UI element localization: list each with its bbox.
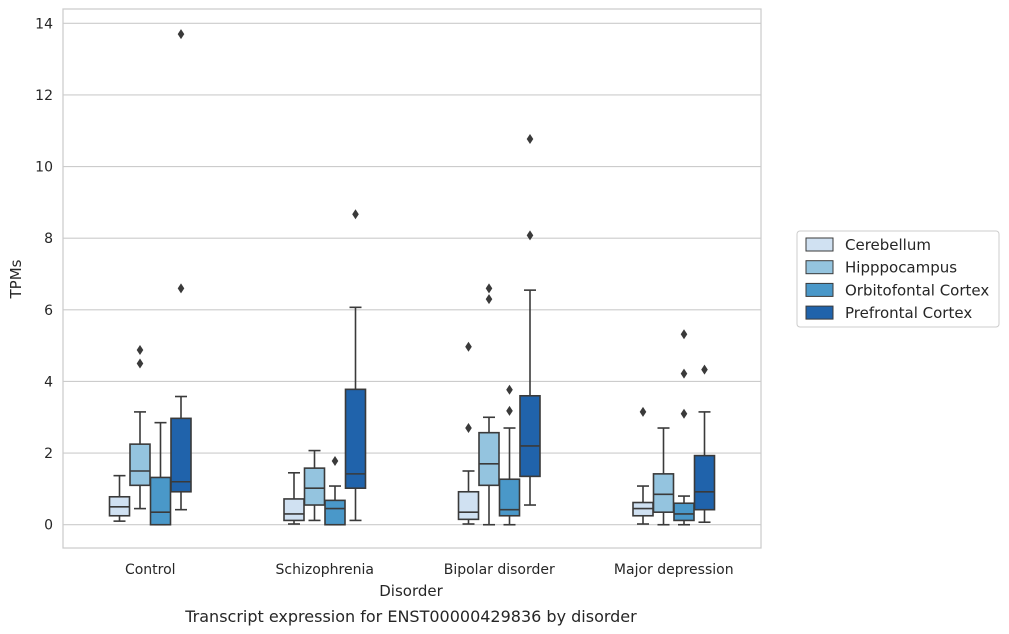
outlier-point	[136, 344, 144, 355]
legend-frame	[796, 230, 1000, 328]
x-tick-label: Control	[125, 562, 176, 578]
box-iqr	[344, 388, 367, 489]
y-tick-label: 8	[44, 231, 53, 247]
box-iqr	[324, 499, 346, 526]
y-tick-label: 4	[44, 374, 53, 390]
box-prefrontal-cortex	[693, 364, 716, 524]
box-prefrontal-cortex	[344, 209, 367, 522]
grid-lines	[63, 22, 761, 526]
legend-swatch	[805, 305, 834, 320]
box-iqr	[478, 431, 500, 487]
box-iqr	[149, 476, 172, 526]
outlier-point	[177, 283, 185, 294]
box-cerebellum	[283, 471, 305, 525]
outlier-point	[465, 423, 472, 434]
y-tick-label: 14	[35, 16, 53, 32]
box-iqr	[693, 454, 716, 511]
y-tick-label: 6	[44, 303, 53, 319]
box-orbitofontal-cortex	[324, 455, 346, 526]
plot-frame	[62, 8, 762, 549]
legend-swatch	[805, 260, 834, 275]
outlier-point	[136, 358, 144, 369]
outlier-point	[701, 364, 708, 375]
y-tick-labels: 0 2 4 6 8 10 12 14	[35, 16, 53, 533]
outlier-point	[526, 134, 534, 145]
outlier-point	[680, 329, 688, 340]
outlier-point	[485, 294, 493, 305]
outlier-point	[639, 406, 647, 417]
y-tick-label: 12	[35, 88, 53, 104]
box-prefrontal-cortex	[170, 29, 192, 511]
outlier-point	[465, 341, 472, 352]
box-hipppocampus	[478, 283, 500, 526]
box-cerebellum	[457, 341, 480, 525]
x-axis-title: Disorder	[379, 582, 443, 600]
box-orbitofontal-cortex	[149, 421, 172, 526]
y-tick-label: 2	[44, 446, 53, 462]
box-cerebellum	[632, 406, 654, 525]
legend-swatch	[805, 282, 834, 297]
box-cerebellum	[108, 474, 131, 522]
y-tick-label: 10	[35, 160, 53, 176]
x-tick-labels: Control Schizophrenia Bipolar disorder Majo…	[125, 562, 734, 578]
outlier-point	[331, 455, 339, 466]
legend-label: Prefrontal Cortex	[845, 304, 972, 322]
outlier-point	[177, 29, 185, 40]
outlier-point	[506, 384, 513, 395]
box-iqr	[498, 478, 521, 517]
box-iqr	[652, 473, 675, 513]
box-iqr	[519, 394, 541, 478]
box-iqr	[303, 467, 326, 506]
box-iqr	[283, 498, 305, 522]
box-orbitofontal-cortex	[673, 329, 695, 526]
box-iqr	[673, 502, 695, 522]
box-hipppocampus	[303, 449, 326, 522]
x-tick-label: Schizophrenia	[276, 562, 374, 578]
box-hipppocampus	[652, 427, 675, 526]
legend-label: Orbitofontal Cortex	[845, 281, 989, 299]
legend-label: Cerebellum	[845, 236, 931, 254]
legend: Cerebellum Hipppocampus Orbitofontal Corte…	[796, 230, 1000, 328]
legend-label: Hipppocampus	[845, 259, 957, 277]
outlier-point	[680, 368, 688, 379]
outlier-point	[485, 283, 493, 294]
box-layer	[108, 29, 716, 526]
box-orbitofontal-cortex	[498, 384, 521, 526]
box-prefrontal-cortex	[519, 134, 541, 506]
outlier-point	[506, 405, 513, 416]
x-tick-label: Major depression	[614, 562, 734, 578]
outlier-point	[352, 209, 359, 220]
chart-caption: Transcript expression for ENST0000042983…	[184, 607, 637, 626]
x-tick-label: Bipolar disorder	[444, 562, 555, 578]
outlier-point	[526, 230, 534, 241]
box-iqr	[129, 443, 151, 487]
box-hipppocampus	[129, 344, 151, 510]
box-iqr	[457, 490, 480, 521]
y-tick-label: 0	[44, 518, 53, 534]
legend-swatch	[805, 237, 834, 252]
outlier-point	[680, 408, 688, 419]
box-iqr	[170, 417, 192, 493]
y-axis-title: TPMs	[7, 259, 25, 299]
